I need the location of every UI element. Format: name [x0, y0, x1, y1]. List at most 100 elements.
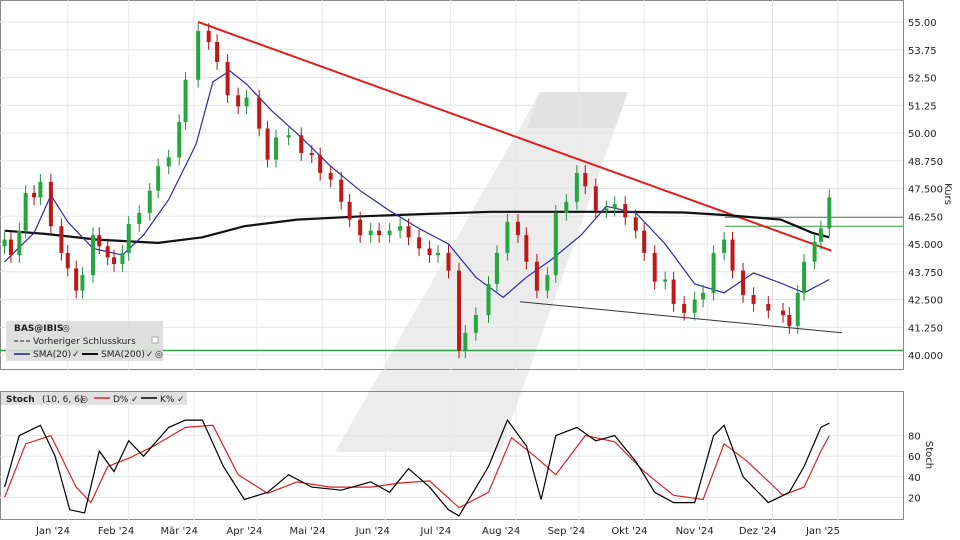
x-tick-label: Mai '24 — [289, 526, 325, 537]
candle-body — [257, 97, 262, 129]
candle-body — [48, 181, 53, 227]
candle-body — [377, 230, 382, 236]
candle-body — [97, 235, 102, 247]
candle-body — [112, 257, 117, 264]
stoch-d-check[interactable]: ✓ — [131, 395, 139, 405]
candle-body — [642, 230, 647, 253]
candle-body — [623, 204, 628, 218]
legend-prev-close-checkbox[interactable] — [151, 336, 159, 344]
candle-body — [309, 152, 314, 156]
stoch-k-label: K% — [160, 395, 175, 405]
candle-body — [90, 235, 95, 276]
x-tick-label: Jan '24 — [35, 526, 70, 537]
candle-body — [74, 268, 79, 291]
stoch-title: Stoch — [6, 395, 35, 405]
candle-body — [137, 212, 142, 225]
candle-body — [682, 303, 687, 313]
candle-body — [274, 137, 279, 160]
stoch-k-line — [4, 418, 830, 517]
candle-body — [183, 79, 188, 122]
watermark-logo-shade — [527, 92, 628, 128]
price-tick-label: 47.500 — [908, 185, 943, 196]
candle-body — [722, 239, 727, 253]
candle-body — [524, 235, 529, 262]
stoch-settings-icon[interactable]: ◎ — [80, 395, 88, 405]
stoch-tick-label: 60 — [908, 452, 921, 463]
stoch-k-check[interactable]: ✓ — [177, 395, 185, 405]
candle-body — [795, 292, 800, 327]
candle-body — [387, 230, 392, 236]
candle-body — [196, 30, 201, 80]
candle-body — [663, 279, 668, 282]
candle-body — [671, 279, 676, 304]
price-tick-label: 46.250 — [908, 212, 943, 223]
x-tick-label: Apr '24 — [226, 526, 262, 537]
candle-body — [318, 155, 323, 173]
candle-body — [652, 252, 657, 282]
price-tick-label: 48.750 — [908, 157, 943, 168]
legend-sma20-check[interactable]: ✓ — [72, 350, 80, 360]
candle-body — [766, 303, 771, 311]
price-tick-label: 41.250 — [908, 323, 943, 334]
candle-body — [215, 41, 220, 62]
legend-sma20: SMA(20) — [33, 350, 71, 360]
candle-body — [105, 246, 110, 258]
stoch-tick-label: 40 — [908, 473, 921, 484]
candle-body — [564, 201, 569, 213]
price-tick-label: 42.500 — [908, 296, 943, 307]
candle-body — [286, 135, 291, 138]
candle-body — [787, 315, 792, 327]
candle-body — [692, 299, 697, 313]
candle-body — [417, 237, 422, 249]
stoch-params: (10, 6, 6) — [42, 395, 83, 405]
candle-body — [827, 197, 832, 229]
candle-body — [32, 192, 37, 198]
candle-body — [166, 157, 171, 167]
candle-body — [358, 219, 363, 236]
legend-settings-icon[interactable]: ◎ — [155, 350, 163, 360]
candle-body — [457, 270, 462, 351]
candle-body — [751, 295, 756, 304]
stoch-tick-label: 20 — [908, 493, 921, 504]
price-tick-label: 51.25 — [908, 101, 937, 112]
legend-symbol-icon[interactable]: ◎ — [62, 324, 70, 334]
x-tick-label: Jun '24 — [355, 526, 390, 537]
candle-body — [120, 252, 125, 264]
candle-body — [368, 230, 373, 236]
candle-body — [156, 166, 161, 191]
legend-prev-close: Vorheriger Schlusskurs — [33, 337, 136, 347]
resistance-trendline — [197, 21, 832, 252]
x-tick-label: Jan '25 — [805, 526, 840, 537]
candle-body — [406, 226, 411, 238]
candle-body — [711, 252, 716, 293]
stoch-tick-label: 80 — [908, 432, 921, 443]
candle-body — [126, 224, 131, 253]
candle-body — [593, 186, 598, 211]
legend-sma200-check[interactable]: ✓ — [146, 350, 154, 360]
candle-body — [38, 181, 43, 198]
price-axis-label: Kurs — [942, 183, 953, 205]
candle-body — [328, 172, 333, 180]
candle-body — [802, 261, 807, 293]
candle-body — [701, 292, 706, 300]
candle-body — [59, 226, 64, 253]
candle-body — [23, 192, 28, 231]
stoch-d-label: D% — [113, 395, 129, 405]
candle-body — [505, 221, 510, 253]
candle-body — [299, 135, 304, 153]
price-tick-label: 53.75 — [908, 46, 937, 57]
price-tick-label: 45.000 — [908, 240, 943, 251]
x-tick-label: Nov '24 — [676, 526, 714, 537]
price-panel — [0, 0, 904, 370]
candle-body — [265, 128, 270, 160]
candle-body — [347, 201, 352, 220]
candle-body — [545, 275, 550, 291]
candle-body — [236, 95, 241, 107]
candle-body — [604, 208, 609, 211]
candle-body — [473, 315, 478, 333]
candle-body — [147, 190, 152, 213]
candle-body — [730, 239, 735, 271]
candle-body — [2, 239, 7, 247]
stoch-panel — [0, 391, 904, 520]
